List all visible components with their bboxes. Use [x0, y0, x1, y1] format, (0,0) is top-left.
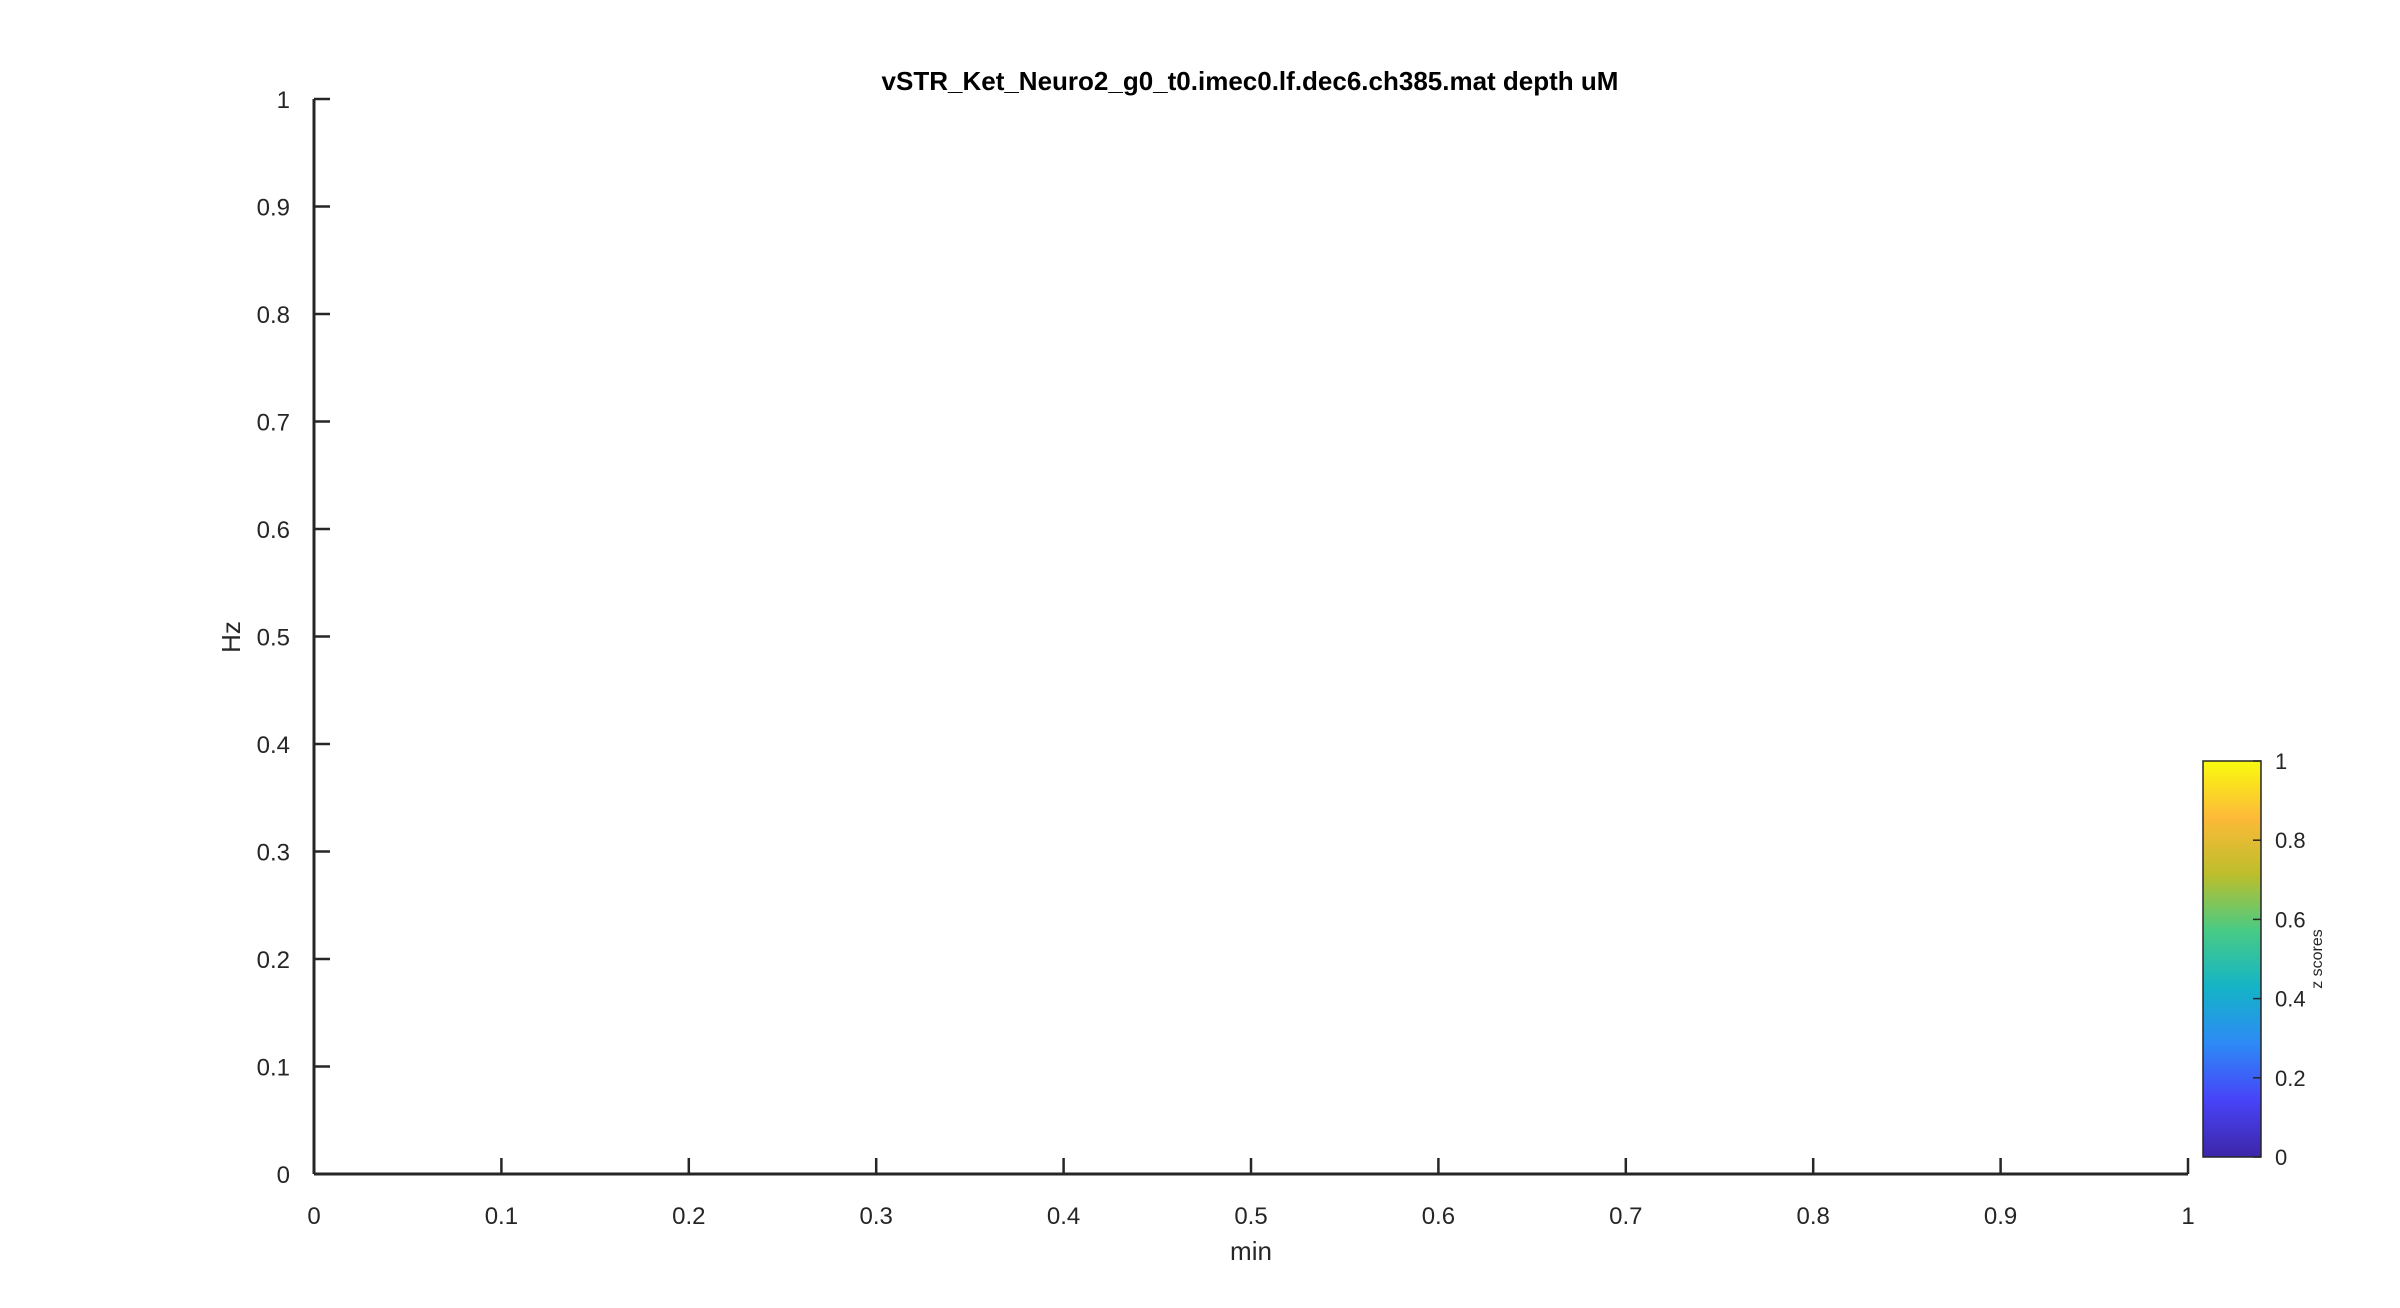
x-axis-label: min [1230, 1236, 1272, 1266]
colorbar-gradient [2203, 761, 2261, 1157]
x-tick-label: 0 [307, 1203, 320, 1230]
colorbar-tick-label: 0.6 [2275, 907, 2306, 932]
colorbar-ticks: 0 0.2 0.4 0.6 0.8 1 [2253, 749, 2306, 1170]
chart-title: vSTR_Ket_Neuro2_g0_t0.imec0.lf.dec6.ch38… [882, 66, 1619, 96]
y-tick-label: 0.6 [257, 517, 290, 544]
x-ticks: 0 0.1 0.2 0.3 0.4 0.5 0.6 0.7 0.8 0.9 1 [307, 1158, 2195, 1230]
x-tick-label: 0.3 [860, 1203, 893, 1230]
colorbar-frame [2202, 760, 2262, 1158]
colorbar: 0 0.2 0.4 0.6 0.8 1 z scores [2202, 749, 2326, 1170]
y-tick-label: 1 [277, 87, 290, 114]
y-tick-label: 0.3 [257, 840, 290, 867]
y-tick-label: 0.7 [257, 410, 290, 437]
y-tick-label: 0.2 [257, 947, 290, 974]
x-tick-label: 0.8 [1797, 1203, 1830, 1230]
y-tick-label: 0.4 [257, 732, 290, 759]
colorbar-tick-label: 0 [2275, 1145, 2287, 1170]
y-axis-label: Hz [216, 621, 246, 653]
colorbar-label: z scores [2309, 929, 2326, 989]
x-tick-label: 0.6 [1422, 1203, 1455, 1230]
plot-area [314, 99, 2188, 1173]
heatmap-canvas [314, 99, 2188, 1173]
x-tick-label: 1 [2181, 1203, 2194, 1230]
y-axis: 0 0.1 0.2 0.3 0.4 0.5 0.6 0.7 0.8 0.9 1 [257, 87, 330, 1189]
y-tick-label: 0.1 [257, 1055, 290, 1082]
y-ticks: 0 0.1 0.2 0.3 0.4 0.5 0.6 0.7 0.8 0.9 1 [257, 87, 330, 1189]
y-tick-label: 0 [277, 1162, 290, 1189]
colorbar-tick-label: 0.8 [2275, 828, 2306, 853]
x-tick-label: 0.7 [1609, 1203, 1642, 1230]
colorbar-tick-label: 1 [2275, 749, 2287, 774]
x-axis: 0 0.1 0.2 0.3 0.4 0.5 0.6 0.7 0.8 0.9 1 [307, 1158, 2195, 1230]
x-tick-label: 0.4 [1047, 1203, 1080, 1230]
y-tick-label: 0.8 [257, 302, 290, 329]
x-tick-label: 0.2 [672, 1203, 705, 1230]
y-tick-label: 0.5 [257, 625, 290, 652]
y-tick-label: 0.9 [257, 195, 290, 222]
x-tick-label: 0.1 [485, 1203, 518, 1230]
x-tick-label: 0.5 [1234, 1203, 1267, 1230]
colorbar-tick-label: 0.4 [2275, 987, 2306, 1012]
colorbar-tick-label: 0.2 [2275, 1066, 2306, 1091]
x-tick-label: 0.9 [1984, 1203, 2017, 1230]
